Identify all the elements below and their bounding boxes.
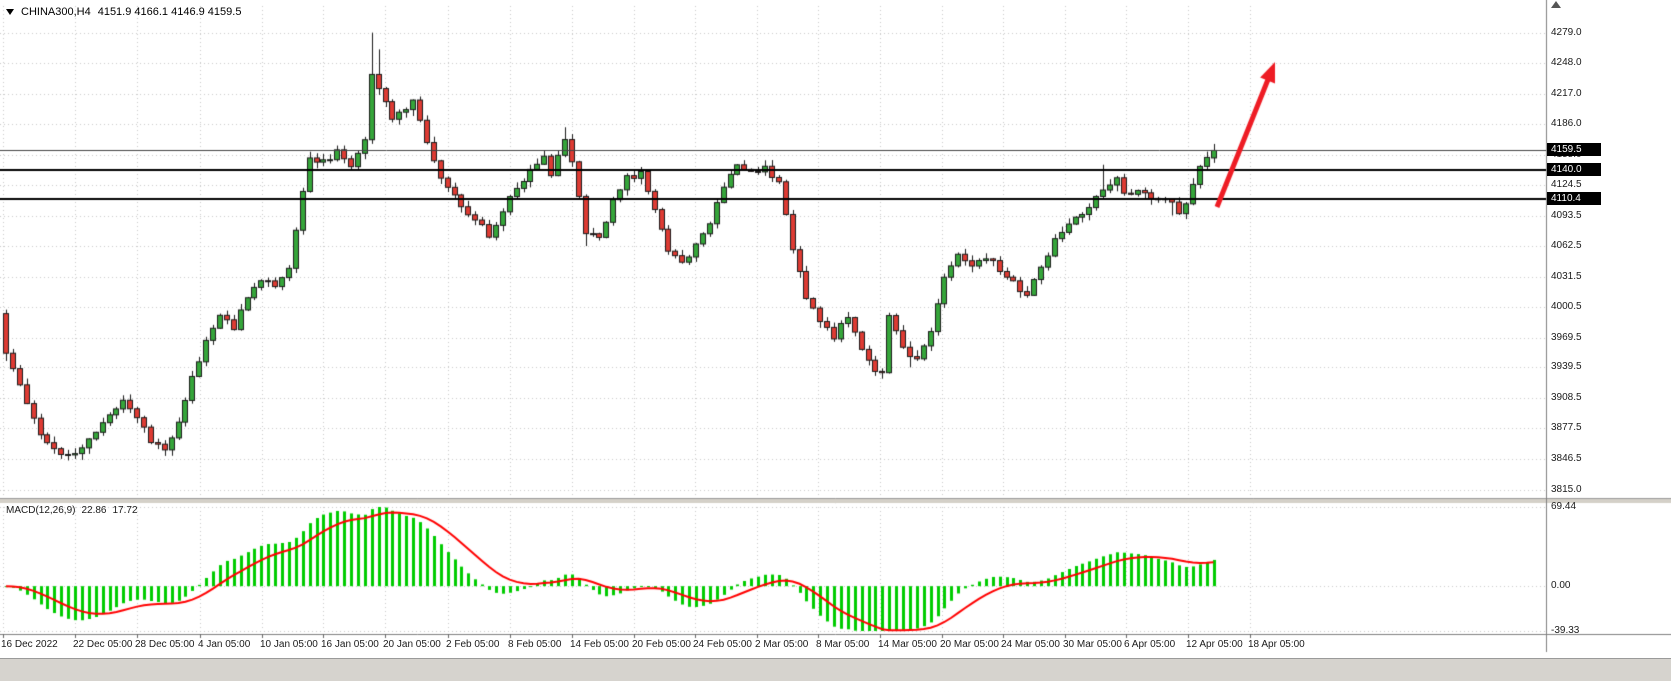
status-bar [0, 658, 1671, 681]
macd-signal-value: 17.72 [112, 505, 138, 516]
scroll-to-end-icon[interactable] [1551, 1, 1561, 8]
macd-name: MACD(12,26,9) [6, 505, 76, 516]
symbol-ohlc: 4151.9 4166.1 4146.9 4159.5 [97, 6, 242, 18]
macd-main-value: 22.86 [81, 505, 107, 516]
macd-indicator-label: MACD(12,26,9) 22.86 17.72 [6, 505, 138, 516]
symbol-dropdown-icon[interactable] [6, 9, 14, 15]
symbol-timeframe: CHINA300,H4 [21, 6, 91, 18]
symbol-label: CHINA300,H4 4151.9 4166.1 4146.9 4159.5 [6, 6, 241, 18]
